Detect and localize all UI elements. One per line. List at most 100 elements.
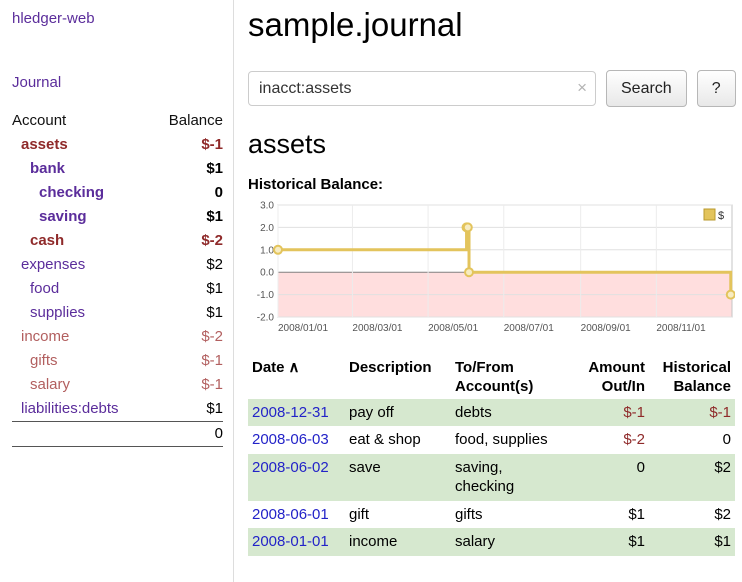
register-header-label: Date	[252, 359, 285, 376]
chart-x-tick-label: 2008/01/01	[278, 323, 328, 334]
transaction-accounts: gifts	[455, 505, 483, 523]
account-row: cash $-2	[12, 229, 223, 253]
account-row: gifts $-1	[12, 349, 223, 373]
register-header-label: Balance	[673, 377, 731, 395]
search-button[interactable]: Search	[606, 70, 687, 107]
transaction-date-link[interactable]: 2008-01-01	[252, 533, 329, 550]
chart-y-tick-label: 2.0	[260, 223, 274, 234]
register-header-label: Historical	[662, 359, 731, 376]
account-row: liabilities:debts $1	[12, 397, 223, 422]
account-balance: $-2	[201, 328, 223, 345]
register-header-description: Description	[345, 357, 451, 399]
account-balance: $-1	[201, 136, 223, 153]
transaction-accounts: debts	[455, 403, 492, 421]
account-balance: $1	[206, 208, 223, 225]
register-table: Date ∧ Description To/From Account(s) Amount O…	[248, 357, 735, 556]
transaction-balance: 0	[722, 431, 731, 448]
chart-x-tick-label: 2008/07/01	[504, 323, 554, 334]
account-row: saving $1	[12, 205, 223, 229]
account-row: checking 0	[12, 181, 223, 205]
clear-search-icon[interactable]: ×	[577, 78, 587, 97]
account-link-saving[interactable]: saving	[39, 208, 87, 225]
account-balance: $1	[206, 160, 223, 177]
register-header-date[interactable]: Date ∧	[248, 357, 345, 399]
account-heading: assets	[248, 129, 327, 159]
account-balance: $2	[206, 256, 223, 273]
transaction-accounts: salary	[455, 533, 496, 550]
register-row: 2008-06-02 save saving, checking 0 $2	[248, 453, 735, 501]
accounts-total-value: 0	[151, 421, 223, 447]
account-balance: $-1	[201, 352, 223, 369]
accounts-balance-table: Account Balance assets $-1 bank $1 checking 0…	[12, 108, 223, 447]
journal-link[interactable]: Journal	[12, 74, 62, 91]
transaction-amount: $1	[628, 533, 645, 550]
account-row: supplies $1	[12, 301, 223, 325]
register-row: 2008-01-01 income salary $1 $1	[248, 528, 735, 556]
help-button[interactable]: ?	[696, 70, 736, 107]
account-row: salary $-1	[12, 373, 223, 397]
register-row: 2008-06-03 eat & shop food, supplies $-2 0	[248, 426, 735, 454]
transaction-description: income	[349, 533, 398, 550]
chart-data-point	[725, 289, 735, 300]
account-link-income[interactable]: income	[21, 328, 70, 345]
sort-ascending-icon[interactable]: ∧	[288, 359, 300, 376]
chart-y-tick-label: -2.0	[257, 313, 275, 324]
transaction-date-link[interactable]: 2008-06-01	[252, 505, 329, 523]
accounts-total-row: 0	[12, 421, 223, 447]
app-title-link[interactable]: hledger-web	[12, 10, 95, 27]
register-header-tofrom-accounts: To/From Account(s)	[451, 357, 569, 399]
account-link-assets[interactable]: assets	[21, 136, 68, 153]
chart-x-tick-label: 2008/05/01	[428, 323, 478, 334]
account-link-food[interactable]: food	[30, 280, 60, 297]
account-link-expenses[interactable]: expenses	[21, 256, 86, 273]
transaction-description: gift	[349, 505, 370, 523]
account-link-cash[interactable]: cash	[30, 232, 65, 249]
main-content: sample.journal × Search ? assets Histori…	[248, 0, 736, 556]
transaction-accounts: saving, checking	[455, 458, 515, 496]
accounts-header-balance: Balance	[168, 112, 223, 129]
account-row: expenses $2	[12, 253, 223, 277]
account-link-liabilities-debts[interactable]: liabilities:debts	[21, 400, 119, 417]
account-balance: $-1	[201, 376, 223, 393]
transaction-amount: $-2	[623, 431, 645, 448]
register-row: 2008-12-31 pay off debts $-1 $-1	[248, 398, 735, 426]
page-title: sample.journal	[248, 6, 463, 43]
account-link-checking[interactable]: checking	[39, 184, 105, 201]
chart-x-tick-label: 2008/03/01	[352, 323, 402, 334]
chart-x-tick-label: 2008/09/01	[581, 323, 631, 334]
account-link-salary[interactable]: salary	[30, 376, 71, 393]
account-row: bank $1	[12, 157, 223, 181]
chart-y-tick-label: 1.0	[260, 245, 274, 256]
search-field-wrap: ×	[248, 71, 596, 106]
transaction-description: eat & shop	[349, 431, 421, 448]
account-row: food $1	[12, 277, 223, 301]
account-balance: $1	[206, 400, 223, 417]
transaction-balance: $1	[714, 533, 731, 550]
register-header-label: Account(s)	[455, 377, 534, 395]
account-link-supplies[interactable]: supplies	[30, 304, 86, 321]
register-header-label: Amount	[588, 359, 645, 376]
transaction-amount: $1	[628, 505, 645, 523]
transaction-amount: $-1	[623, 403, 645, 421]
transaction-balance: $2	[714, 505, 731, 523]
account-balance: $1	[206, 304, 223, 321]
register-header-amount-outin: Amount Out/In	[569, 357, 649, 399]
chart-y-tick-label: 3.0	[260, 201, 274, 212]
transaction-date-link[interactable]: 2008-06-03	[252, 431, 329, 448]
accounts-header-account: Account	[12, 112, 67, 129]
chart-data-point	[273, 244, 283, 255]
transaction-balance: $-1	[709, 403, 731, 421]
transaction-date-link[interactable]: 2008-12-31	[252, 403, 329, 421]
chart-legend-label: $	[718, 210, 724, 222]
chart-y-tick-label: 0.0	[260, 268, 274, 279]
search-input[interactable]	[248, 71, 596, 106]
chart-legend-swatch	[703, 208, 716, 221]
account-link-bank[interactable]: bank	[30, 160, 66, 177]
account-row: income $-2	[12, 325, 223, 349]
transaction-date-link[interactable]: 2008-06-02	[252, 458, 329, 476]
chart-y-tick-label: -1.0	[257, 290, 275, 301]
account-link-gifts[interactable]: gifts	[30, 352, 58, 369]
transaction-accounts: food, supplies	[455, 431, 548, 448]
transaction-description: save	[349, 458, 381, 476]
